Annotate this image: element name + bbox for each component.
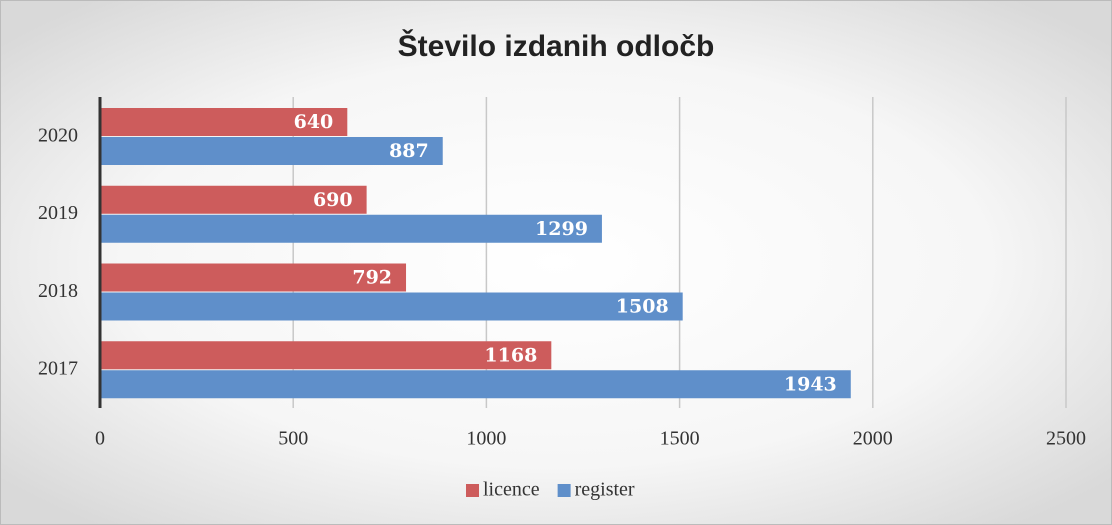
data-label: 1299 [535,218,588,240]
data-label: 887 [389,140,429,162]
bar [100,341,552,370]
bar [100,292,683,321]
bar [100,214,602,243]
data-label: 640 [294,111,334,133]
x-tick-label: 2000 [853,428,893,450]
x-tick-label: 0 [95,428,105,450]
legend-label: register [575,479,635,501]
y-tick-label: 2018 [38,280,78,302]
y-tick-label: 2020 [38,124,78,146]
legend-swatch [557,484,571,497]
data-label: 1943 [784,373,837,395]
bar [100,370,851,399]
bar [100,263,407,292]
legend-label: licence [483,479,540,501]
bar [100,108,348,136]
y-tick-label: 2017 [38,358,78,380]
x-tick-label: 1500 [660,428,700,450]
bar [100,137,443,165]
data-label: 1508 [616,296,669,318]
chart-title: Število izdanih odločb [398,29,715,63]
data-label: 1168 [484,344,537,366]
legend-swatch [466,484,479,497]
x-tick-label: 1000 [466,428,506,450]
x-tick-label: 500 [278,428,308,450]
y-tick-label: 2019 [38,202,78,224]
bar [100,185,367,214]
x-tick-label: 2500 [1046,428,1086,450]
data-label: 792 [352,267,392,289]
data-label: 690 [313,189,353,211]
